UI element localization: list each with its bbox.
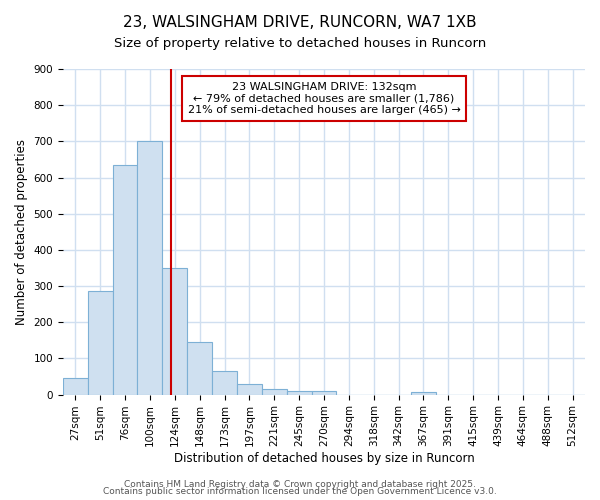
Text: Contains public sector information licensed under the Open Government Licence v3: Contains public sector information licen… [103,488,497,496]
Text: 23, WALSINGHAM DRIVE, RUNCORN, WA7 1XB: 23, WALSINGHAM DRIVE, RUNCORN, WA7 1XB [123,15,477,30]
Text: Size of property relative to detached houses in Runcorn: Size of property relative to detached ho… [114,38,486,51]
Bar [311,391,337,394]
Bar [212,371,237,394]
X-axis label: Distribution of detached houses by size in Runcorn: Distribution of detached houses by size … [173,452,475,465]
Bar [113,165,137,394]
Bar [63,378,88,394]
Bar [411,392,436,394]
Bar [88,292,113,395]
Bar [287,391,311,394]
Bar [262,389,287,394]
Bar [237,384,262,394]
Bar [187,342,212,394]
Text: Contains HM Land Registry data © Crown copyright and database right 2025.: Contains HM Land Registry data © Crown c… [124,480,476,489]
Text: 23 WALSINGHAM DRIVE: 132sqm
← 79% of detached houses are smaller (1,786)
21% of : 23 WALSINGHAM DRIVE: 132sqm ← 79% of det… [188,82,460,115]
Bar [137,142,163,394]
Bar [163,268,187,394]
Y-axis label: Number of detached properties: Number of detached properties [15,139,28,325]
